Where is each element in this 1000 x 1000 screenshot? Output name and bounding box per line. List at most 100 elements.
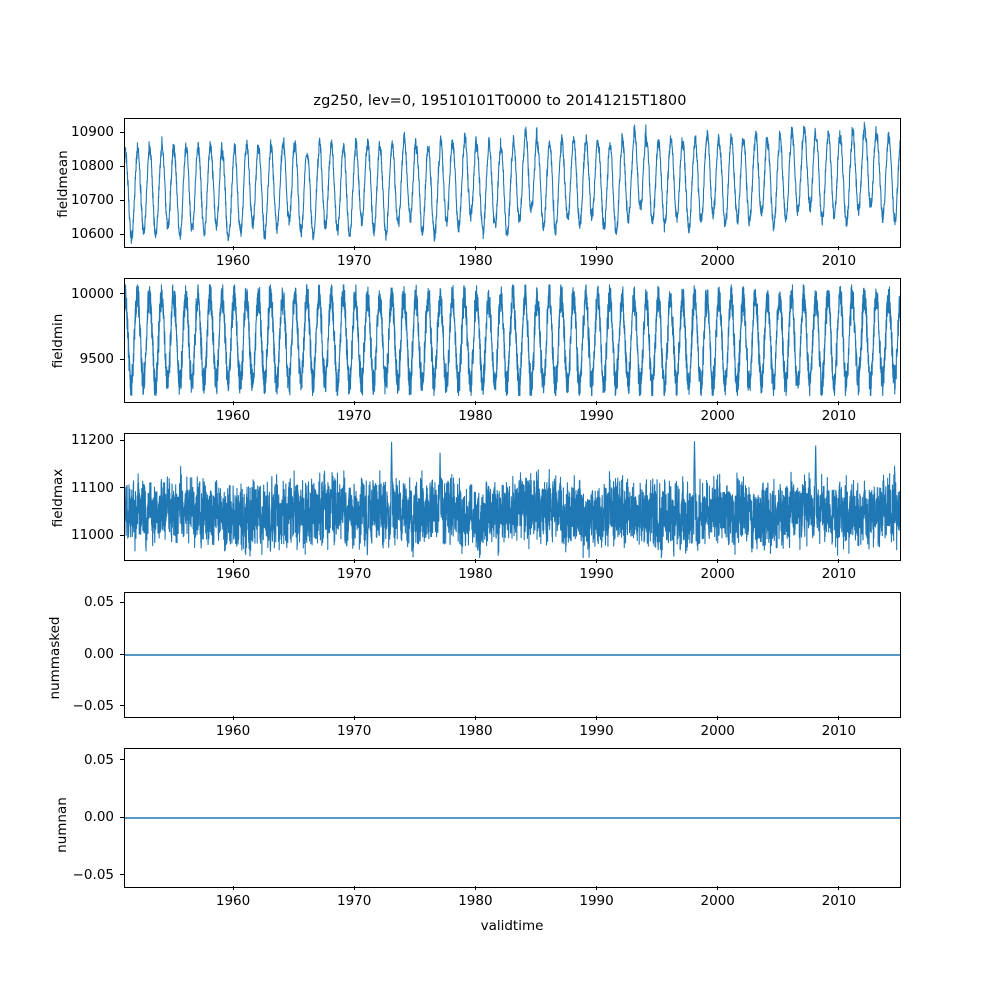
xtick-label: 2000 [700, 723, 735, 739]
ytick-label: 10800 [71, 158, 114, 175]
ytick-label: 11000 [71, 527, 114, 544]
xtick-label: 1960 [215, 566, 251, 582]
xtick-label: 1990 [579, 408, 614, 424]
xtick-mark [717, 559, 719, 563]
xtick-mark [353, 716, 355, 720]
ytick-mark [120, 199, 124, 201]
ytick-label: 9500 [79, 351, 114, 368]
xtick-mark [838, 716, 840, 720]
plot-panel-fieldmin [124, 278, 901, 403]
ytick-mark [120, 233, 124, 236]
xtick-label: 2010 [821, 566, 857, 582]
xtick-mark [717, 401, 719, 405]
xtick-mark [838, 246, 840, 250]
xtick-label: 1990 [579, 893, 614, 909]
xtick-mark [596, 401, 598, 405]
xtick-mark [232, 246, 234, 250]
xtick-mark [596, 246, 598, 250]
xtick-label: 1970 [337, 408, 372, 424]
series-line-fieldmin [125, 285, 900, 396]
xtick-label: 1980 [458, 408, 493, 424]
xtick-mark [717, 886, 719, 890]
ytick-label: 11100 [71, 479, 114, 496]
xtick-mark [838, 886, 840, 890]
ylabel-fieldmax: fieldmax [50, 468, 66, 528]
xtick-mark [353, 886, 355, 890]
xtick-mark [353, 401, 355, 405]
series-line-fieldmean [125, 122, 900, 243]
plot-panel-nummasked [124, 592, 901, 718]
xtick-label: 1990 [579, 723, 614, 739]
ytick-mark [120, 131, 124, 133]
xtick-mark [474, 401, 476, 405]
xtick-mark [232, 559, 234, 563]
plot-panel-numnan [124, 748, 901, 888]
xtick-label: 1980 [458, 723, 493, 739]
figure-title: zg250, lev=0, 19510101T0000 to 20141215T… [313, 93, 687, 109]
xtick-label: 1980 [458, 566, 493, 582]
plot-panel-fieldmean [124, 118, 901, 248]
plot-panel-fieldmax [124, 433, 901, 561]
ytick-mark [120, 487, 124, 489]
xtick-mark [474, 246, 476, 250]
xtick-label: 1960 [215, 408, 251, 424]
xtick-label: 1960 [215, 893, 251, 909]
ytick-mark [120, 293, 124, 295]
xtick-mark [717, 246, 719, 250]
ytick-mark [120, 439, 124, 441]
ytick-label: 10000 [71, 285, 114, 302]
xtick-mark [596, 559, 598, 563]
ytick-label: −0.05 [72, 866, 114, 883]
xtick-label: 2000 [700, 566, 735, 582]
xtick-mark [232, 886, 234, 890]
ytick-label: −0.05 [72, 697, 114, 714]
ytick-mark [120, 759, 124, 761]
ytick-label: 10700 [71, 192, 114, 209]
xtick-mark [353, 559, 355, 563]
ytick-mark [120, 165, 124, 167]
xtick-mark [838, 559, 840, 563]
ytick-mark [120, 358, 124, 360]
series-line-fieldmax [125, 442, 900, 558]
xtick-label: 1980 [458, 893, 493, 909]
xtick-label: 1960 [215, 253, 251, 269]
ytick-label: 0.00 [83, 646, 114, 662]
xtick-mark [474, 886, 476, 890]
ytick-label: 0.05 [83, 594, 114, 611]
ytick-mark [120, 653, 124, 655]
ytick-label: 11200 [71, 432, 114, 449]
xtick-label: 2010 [821, 408, 857, 424]
ytick-label: 0.00 [83, 809, 114, 825]
xtick-mark [838, 401, 840, 405]
ytick-mark [120, 534, 124, 536]
xtick-mark [232, 716, 234, 720]
ytick-label: 10900 [71, 124, 114, 141]
xtick-label: 1970 [337, 253, 372, 269]
xtick-label: 1960 [215, 723, 251, 739]
xtick-label: 2000 [700, 408, 735, 424]
xtick-label: 1970 [337, 893, 372, 909]
xtick-label: 1980 [458, 253, 493, 269]
xtick-mark [474, 559, 476, 563]
xtick-label: 2000 [700, 253, 735, 269]
xtick-label: 1970 [337, 566, 372, 582]
ytick-mark [120, 816, 124, 818]
ytick-mark [120, 601, 124, 603]
xtick-label: 2010 [821, 723, 857, 739]
xtick-mark [717, 716, 719, 720]
xtick-mark [474, 716, 476, 720]
xtick-mark [596, 716, 598, 720]
xtick-label: 2010 [821, 253, 857, 269]
ytick-mark [120, 874, 124, 876]
xtick-label: 2010 [821, 893, 857, 909]
xtick-label: 2000 [700, 893, 735, 909]
ytick-label: 0.05 [83, 751, 114, 768]
ytick-mark [120, 705, 124, 707]
xtick-label: 1990 [579, 566, 614, 582]
xtick-label: 1970 [337, 723, 372, 739]
xtick-mark [232, 401, 234, 405]
xtick-label: 1990 [579, 253, 614, 269]
xlabel-validtime: validtime [480, 918, 544, 934]
xtick-mark [353, 246, 355, 250]
